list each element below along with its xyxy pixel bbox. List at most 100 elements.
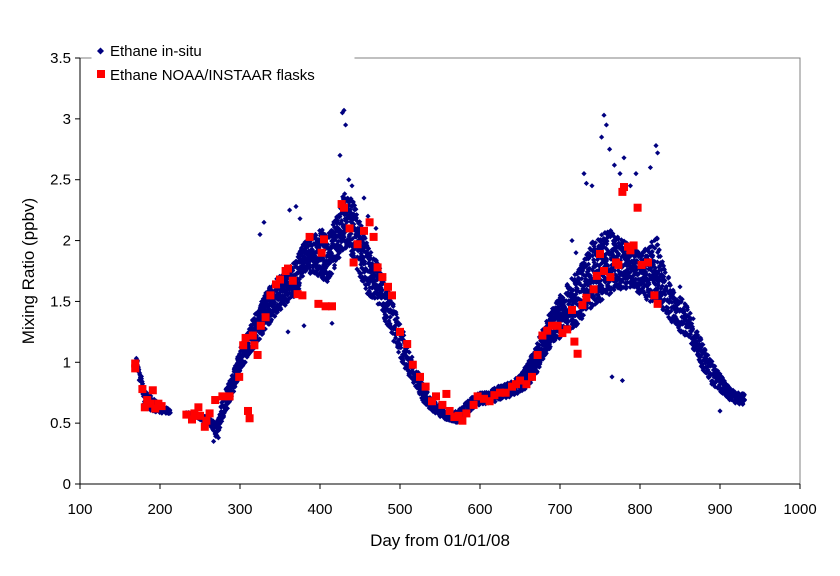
- in-situ-point: [669, 315, 675, 321]
- in-situ-point: [702, 347, 708, 354]
- flask-point: [445, 406, 454, 415]
- in-situ-point: [644, 253, 650, 259]
- in-situ-point: [357, 273, 363, 280]
- in-situ-point: [587, 265, 593, 272]
- x-tick-label: 700: [547, 501, 572, 518]
- in-situ-point: [521, 376, 527, 383]
- flask-point: [328, 302, 336, 311]
- in-situ-point: [595, 279, 601, 285]
- in-situ-point: [167, 410, 173, 416]
- in-situ-point: [575, 312, 581, 318]
- in-situ-point: [629, 274, 635, 280]
- in-situ-point: [575, 321, 581, 327]
- in-situ-point: [306, 262, 312, 268]
- flask-point: [563, 325, 572, 334]
- in-situ-point: [652, 265, 658, 271]
- flask-point: [369, 232, 378, 241]
- x-tick-label: 100: [67, 501, 92, 518]
- in-situ-point: [697, 347, 703, 353]
- in-situ-point: [599, 232, 605, 238]
- in-situ-point: [531, 359, 537, 365]
- in-situ-point: [336, 249, 343, 256]
- in-situ-point: [599, 283, 605, 289]
- flask-point: [235, 372, 244, 381]
- in-situ-point: [650, 252, 656, 259]
- in-situ-point: [229, 384, 235, 390]
- in-situ-point: [358, 270, 364, 277]
- in-situ-point: [656, 247, 662, 253]
- in-situ-point: [655, 270, 661, 276]
- in-situ-point: [614, 276, 620, 282]
- in-situ-point: [387, 314, 393, 320]
- flask-point: [408, 360, 417, 369]
- in-situ-point: [334, 252, 340, 259]
- in-situ-point: [579, 316, 585, 322]
- in-situ-point: [215, 435, 221, 441]
- in-situ-point: [320, 242, 326, 249]
- in-situ-point: [379, 287, 386, 293]
- in-situ-point: [693, 339, 699, 345]
- in-situ-point: [665, 305, 671, 311]
- in-situ-point: [318, 232, 324, 238]
- in-situ-point: [676, 319, 682, 325]
- in-situ-point: [671, 289, 677, 296]
- in-situ-point: [296, 255, 302, 261]
- flask-point: [533, 350, 542, 359]
- in-situ-point: [714, 376, 720, 382]
- flask-point: [146, 399, 155, 408]
- in-situ-point: [544, 347, 550, 353]
- in-situ-point: [673, 309, 679, 315]
- in-situ-point: [551, 334, 557, 340]
- in-situ-point: [381, 292, 388, 298]
- flask-point: [548, 321, 556, 330]
- in-situ-point: [331, 232, 337, 238]
- in-situ-point: [406, 349, 412, 355]
- in-situ-point: [269, 303, 275, 309]
- in-situ-point: [378, 295, 385, 301]
- in-situ-point: [563, 298, 569, 304]
- in-situ-point: [578, 307, 584, 313]
- in-situ-point: [366, 259, 372, 266]
- flask-point: [253, 350, 262, 359]
- in-situ-point: [236, 368, 243, 374]
- flask-point: [396, 327, 404, 336]
- in-situ-point: [547, 344, 553, 350]
- in-situ-point: [261, 219, 267, 225]
- in-situ-point: [649, 248, 655, 255]
- in-situ-point: [658, 293, 664, 299]
- in-situ-point: [594, 277, 600, 283]
- in-situ-point: [666, 297, 672, 304]
- flask-point: [211, 396, 220, 405]
- in-situ-point: [327, 255, 334, 261]
- in-situ-point: [581, 265, 587, 271]
- in-situ-point: [492, 398, 498, 404]
- in-situ-point: [390, 301, 396, 307]
- in-situ-point: [695, 349, 701, 355]
- in-situ-point: [360, 278, 366, 284]
- in-situ-point: [391, 308, 397, 314]
- in-situ-point: [327, 273, 333, 279]
- in-situ-point: [621, 155, 627, 161]
- flask-point: [442, 389, 451, 398]
- flask-point: [261, 313, 270, 322]
- in-situ-point: [636, 270, 642, 276]
- in-situ-point: [718, 387, 724, 393]
- flask-point: [284, 264, 292, 273]
- flask-point: [298, 291, 307, 300]
- in-situ-point: [684, 313, 691, 319]
- in-situ-point: [309, 246, 315, 253]
- in-situ-point: [373, 289, 379, 295]
- in-situ-point: [397, 321, 403, 327]
- flask-point: [360, 226, 368, 235]
- in-situ-point: [351, 211, 357, 217]
- in-situ-point: [602, 260, 608, 266]
- in-situ-point: [341, 107, 347, 113]
- in-situ-point: [603, 251, 609, 257]
- in-situ-point: [599, 290, 606, 296]
- x-tick-label: 1000: [783, 501, 816, 518]
- in-situ-point: [575, 295, 581, 302]
- in-situ-point: [636, 251, 642, 257]
- in-situ-point: [339, 110, 345, 116]
- in-situ-point: [606, 279, 612, 285]
- flask-point: [543, 326, 552, 335]
